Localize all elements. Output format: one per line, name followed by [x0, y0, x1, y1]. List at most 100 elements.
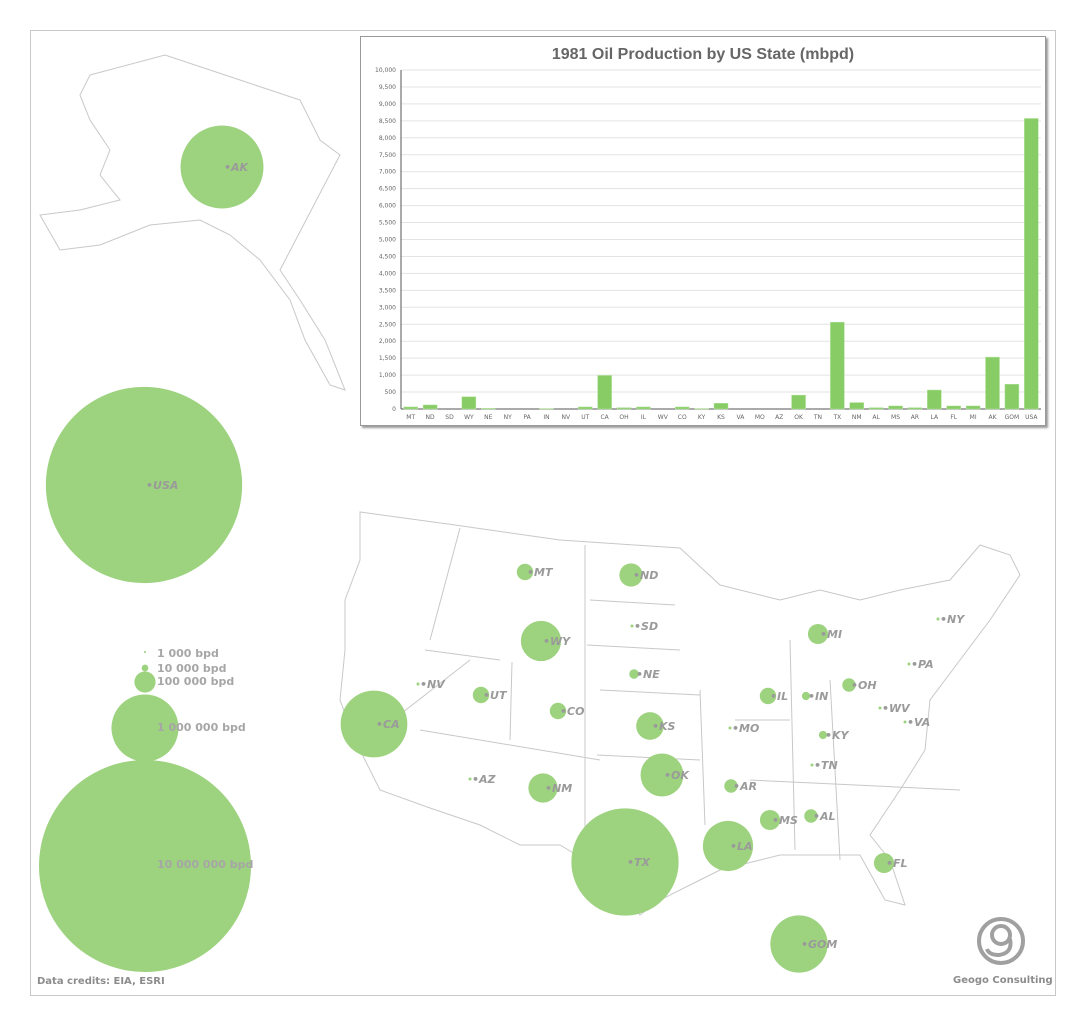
bubble-UT: [472, 686, 490, 704]
y-tick-label: 5,000: [379, 237, 396, 244]
y-tick-label: 9,000: [379, 101, 396, 108]
x-tick-label: KY: [698, 414, 706, 421]
bar-LA: [927, 389, 942, 410]
bubble-TX: [571, 808, 679, 916]
state-label-AR: •AR: [733, 780, 757, 793]
bubble-ND: [619, 563, 643, 587]
x-tick-label: UT: [581, 414, 589, 421]
bubble-WY: [520, 620, 562, 662]
state-label-TX: •TX: [627, 856, 651, 869]
bar-IL: [636, 406, 651, 410]
bar-MT: [403, 406, 418, 410]
bubble-NV: [416, 682, 420, 686]
bubble-OH: [842, 678, 856, 692]
bubble-GOM: [770, 915, 828, 973]
tick-labels: 0 500 1,000 1,500 2,000 2,500 3,000 3,500 4,000 4…: [375, 67, 1038, 421]
gridlines: [400, 69, 1041, 410]
state-label-MT: •MT: [527, 566, 554, 579]
x-tick-label: CO: [678, 414, 687, 421]
x-tick-label: AZ: [775, 414, 783, 421]
state-label-MS: •MS: [772, 814, 798, 827]
y-tick-label: 6,000: [379, 203, 396, 210]
state-label-NY: •NY: [940, 613, 965, 626]
bar-UT: [578, 406, 593, 410]
bar-AR: [907, 407, 923, 410]
state-label-SD: •SD: [634, 620, 658, 633]
state-label-AZ: •AZ: [472, 773, 497, 786]
x-tick-label: AL: [872, 414, 880, 421]
bubble-IN: [801, 691, 811, 701]
bar-chart: 1981 Oil Production by US State (mbpd) 0…: [375, 46, 1041, 421]
geogo-logo-icon: [977, 917, 1025, 965]
legend-bubble: [39, 760, 251, 972]
bar-IN: [539, 408, 554, 410]
state-label-MI: •MI: [820, 628, 842, 641]
x-tick-label: MT: [406, 414, 415, 421]
y-tick-label: 10,000: [375, 67, 396, 74]
state-label-ND: •ND: [633, 569, 658, 582]
y-tick-label: 8,000: [379, 135, 396, 142]
state-label-FL: •FL: [886, 857, 908, 870]
y-tick-label: 7,500: [379, 152, 396, 159]
state-label-WY: •WY: [543, 635, 571, 648]
bubble-FL: [873, 852, 895, 874]
y-tick-label: 500: [385, 389, 397, 396]
x-tick-label: VA: [736, 414, 745, 421]
state-label-MO: •MO: [732, 722, 759, 735]
bubble-AL: [804, 809, 818, 823]
bar-OH: [616, 407, 632, 410]
state-label-IL: •IL: [770, 690, 788, 703]
x-tick-label: FL: [950, 414, 957, 421]
bubble-TN: [810, 763, 814, 767]
bar-CA: [597, 375, 612, 410]
x-tick-label: WY: [464, 414, 474, 421]
state-label-UT: •UT: [483, 689, 508, 702]
legend-label-10m: 10 000 000 bpd: [157, 858, 254, 871]
legend-bubble: [141, 664, 149, 672]
bubble-WV: [878, 706, 882, 710]
alaska-outline: [39, 54, 346, 391]
x-tick-label: LA: [931, 414, 939, 421]
x-tick-label: NM: [852, 414, 862, 421]
x-tick-label: PA: [523, 414, 531, 421]
y-tick-label: 7,000: [379, 169, 396, 176]
bar-USA: [1024, 118, 1039, 410]
bar-MI: [965, 405, 981, 410]
state-label-CA: •CA: [376, 718, 400, 731]
data-credits: Data credits: EIA, ESRI: [37, 976, 165, 987]
bubble-MT: [516, 563, 534, 581]
state-label-NE: •NE: [636, 668, 660, 681]
bar-ND: [422, 404, 438, 410]
state-label-NM: •NM: [545, 782, 572, 795]
y-tick-label: 9,500: [379, 84, 396, 91]
x-tick-label: ND: [426, 414, 435, 421]
legend-bubbles: [39, 650, 251, 972]
state-label-LA: •LA: [730, 840, 753, 853]
x-tick-label: GOM: [1005, 414, 1020, 421]
bar-TX: [830, 321, 845, 410]
x-tick-label: TN: [813, 414, 822, 421]
x-tick-label: NE: [484, 414, 492, 421]
state-label-OK: •OK: [664, 769, 690, 782]
state-label-VA: •VA: [907, 716, 930, 729]
y-tick-label: 4,000: [379, 270, 396, 277]
bar-OK: [791, 394, 806, 410]
state-label-IN: •IN: [808, 690, 828, 703]
state-label-OH: •OH: [851, 679, 877, 692]
legend-label-10k: 10 000 bpd: [157, 662, 227, 675]
state-label-CO: •CO: [560, 705, 584, 718]
x-tick-label: SD: [445, 414, 454, 421]
state-label-KS: •KS: [652, 720, 676, 733]
bubble-MO: [728, 726, 732, 730]
y-tick-label: 3,500: [379, 287, 396, 294]
bar-CO: [674, 406, 690, 410]
legend-bubble: [143, 650, 147, 654]
bubbles: •MT •ND •SD •WY •NE •NY •PA •IN •NV •UT •CA •OH •IL •…: [45, 125, 965, 973]
bubble-NY: [936, 617, 940, 621]
company-name: Geogo Consulting: [953, 975, 1053, 986]
legend-label-100k: 100 000 bpd: [157, 675, 235, 688]
bar-AL: [868, 407, 884, 410]
bars: [403, 118, 1039, 410]
